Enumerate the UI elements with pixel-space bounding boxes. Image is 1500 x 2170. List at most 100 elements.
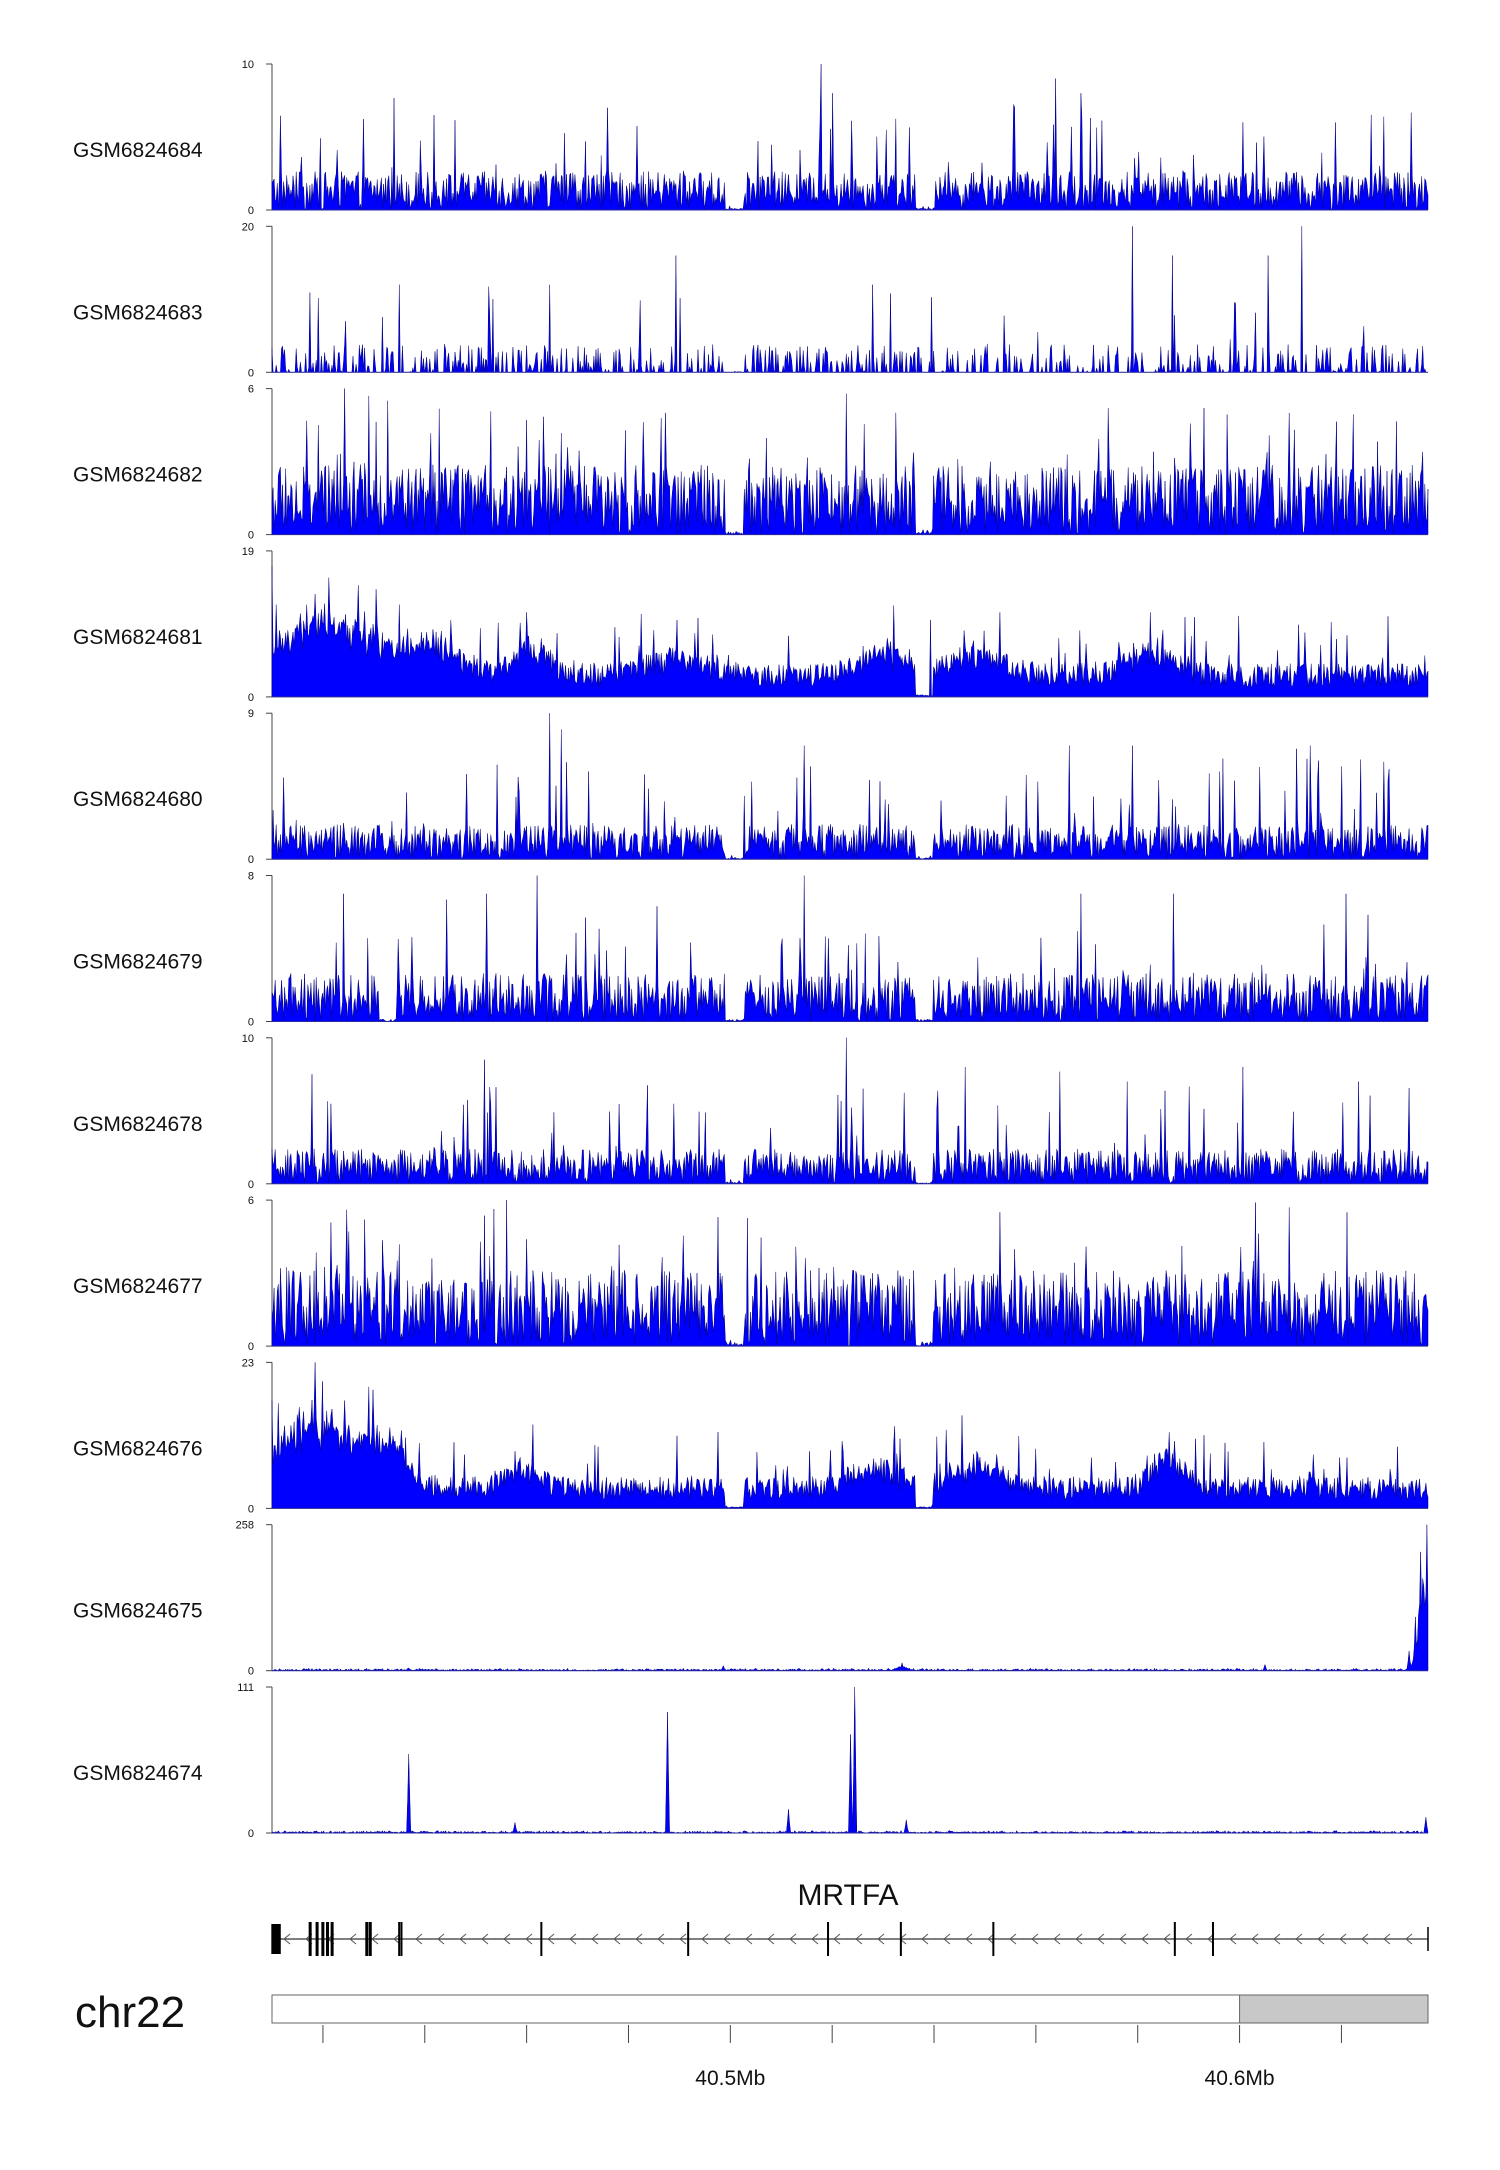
y-max-label: 6 — [248, 384, 254, 396]
track-label: GSM6824677 — [73, 1275, 203, 1298]
track-label: GSM6824680 — [73, 788, 203, 811]
y-min-label: 0 — [248, 854, 254, 866]
strand-arrow — [1119, 1933, 1127, 1945]
strand-arrow — [833, 1933, 841, 1945]
strand-arrow — [415, 1933, 423, 1945]
exon — [315, 1922, 319, 1956]
y-min-label: 0 — [248, 1666, 254, 1678]
track-label: GSM6824675 — [73, 1600, 203, 1623]
strand-arrow — [1185, 1933, 1193, 1945]
strand-arrow — [569, 1933, 577, 1945]
genomic-axis: 40.5Mb 40.6Mb — [322, 2025, 1342, 2090]
track-label: GSM6824676 — [73, 1437, 203, 1460]
exon — [540, 1922, 543, 1956]
strand-arrow — [1097, 1933, 1105, 1945]
strand-arrow — [679, 1933, 687, 1945]
track-label: GSM6824683 — [73, 301, 203, 324]
y-min-label: 0 — [248, 530, 254, 542]
ideogram-highlight — [1239, 1994, 1429, 2024]
exon — [687, 1922, 690, 1956]
track-GSM6824681: GSM6824681 19 0 — [73, 546, 1429, 704]
track-label: GSM6824682 — [73, 464, 203, 487]
track-label: GSM6824678 — [73, 1113, 203, 1136]
track-label: GSM6824684 — [73, 139, 203, 162]
strand-arrow — [1295, 1933, 1303, 1945]
exon — [330, 1922, 334, 1956]
coverage-tracks: GSM6824684100GSM6824683200GSM682468260GS… — [73, 59, 1429, 1840]
exon — [1173, 1922, 1176, 1956]
strand-arrow — [877, 1933, 885, 1945]
strand-arrow — [921, 1933, 929, 1945]
strand-arrow — [371, 1933, 379, 1945]
strand-arrow — [1163, 1933, 1171, 1945]
y-min-label: 0 — [248, 1341, 254, 1353]
x-tick-label: 40.6Mb — [1205, 2067, 1275, 2090]
y-max-label: 111 — [237, 1682, 254, 1694]
track-GSM6824682: GSM6824682 6 0 — [73, 384, 1429, 542]
strand-arrow — [1229, 1933, 1237, 1945]
strand-arrow — [481, 1933, 489, 1945]
track-GSM6824680: GSM6824680 9 0 — [73, 708, 1429, 866]
coverage-area — [271, 63, 1429, 211]
y-max-label: 6 — [248, 1195, 254, 1207]
coverage-area — [271, 1362, 1429, 1509]
exon — [321, 1922, 325, 1956]
strand-arrow — [657, 1933, 665, 1945]
strand-arrow — [613, 1933, 621, 1945]
y-min-label: 0 — [248, 367, 254, 379]
exon — [365, 1922, 369, 1956]
track-label: GSM6824674 — [73, 1762, 203, 1785]
ideogram-bar — [271, 1994, 1429, 2024]
strand-arrow — [811, 1933, 819, 1945]
track-label: GSM6824679 — [73, 951, 203, 974]
y-min-label: 0 — [248, 1828, 254, 1840]
y-max-label: 9 — [248, 708, 254, 720]
strand-arrow — [745, 1933, 753, 1945]
strand-arrow — [1053, 1933, 1061, 1945]
y-max-label: 8 — [248, 871, 254, 883]
coverage-area — [271, 713, 1429, 860]
strand-arrow — [855, 1933, 863, 1945]
exon — [992, 1922, 995, 1956]
strand-arrow — [987, 1933, 995, 1945]
exon — [274, 1924, 281, 1954]
coverage-area — [271, 1686, 1429, 1834]
gene-track: MRTFA — [271, 1879, 1429, 1956]
y-min-label: 0 — [248, 1179, 254, 1191]
strand-arrow — [965, 1933, 973, 1945]
gene-name-label: MRTFA — [797, 1879, 898, 1912]
strand-arrow — [525, 1933, 533, 1945]
exon — [1211, 1922, 1214, 1956]
strand-arrow — [1251, 1933, 1259, 1945]
strand-arrow — [1141, 1933, 1149, 1945]
track-GSM6824676: GSM6824676 23 0 — [73, 1357, 1429, 1515]
exon — [308, 1922, 312, 1956]
track-GSM6824679: GSM6824679 8 0 — [73, 871, 1429, 1029]
y-min-label: 0 — [248, 1017, 254, 1029]
coverage-area — [271, 1524, 1429, 1672]
x-tick-label: 40.5Mb — [695, 2067, 765, 2090]
track-GSM6824678: GSM6824678 10 0 — [73, 1033, 1429, 1191]
exon — [400, 1922, 403, 1956]
strand-arrow — [1317, 1933, 1325, 1945]
strand-arrow — [1075, 1933, 1083, 1945]
strand-arrow — [1361, 1933, 1369, 1945]
y-max-label: 258 — [236, 1520, 254, 1532]
exon — [271, 1924, 278, 1954]
strand-arrow — [503, 1933, 511, 1945]
chromosome-ideogram: chr22 — [75, 1988, 1429, 2037]
strand-arrow — [1383, 1933, 1391, 1945]
strand-arrow — [437, 1933, 445, 1945]
exon — [827, 1922, 830, 1956]
coverage-area — [271, 1037, 1429, 1185]
strand-arrow — [767, 1933, 775, 1945]
strand-arrow — [701, 1933, 709, 1945]
y-min-label: 0 — [248, 692, 254, 704]
y-max-label: 20 — [242, 221, 254, 233]
exon — [899, 1922, 902, 1956]
track-label: GSM6824681 — [73, 626, 203, 649]
strand-arrow — [283, 1933, 291, 1945]
coverage-area — [271, 388, 1429, 536]
strand-arrow — [1031, 1933, 1039, 1945]
y-max-label: 10 — [242, 1033, 254, 1045]
